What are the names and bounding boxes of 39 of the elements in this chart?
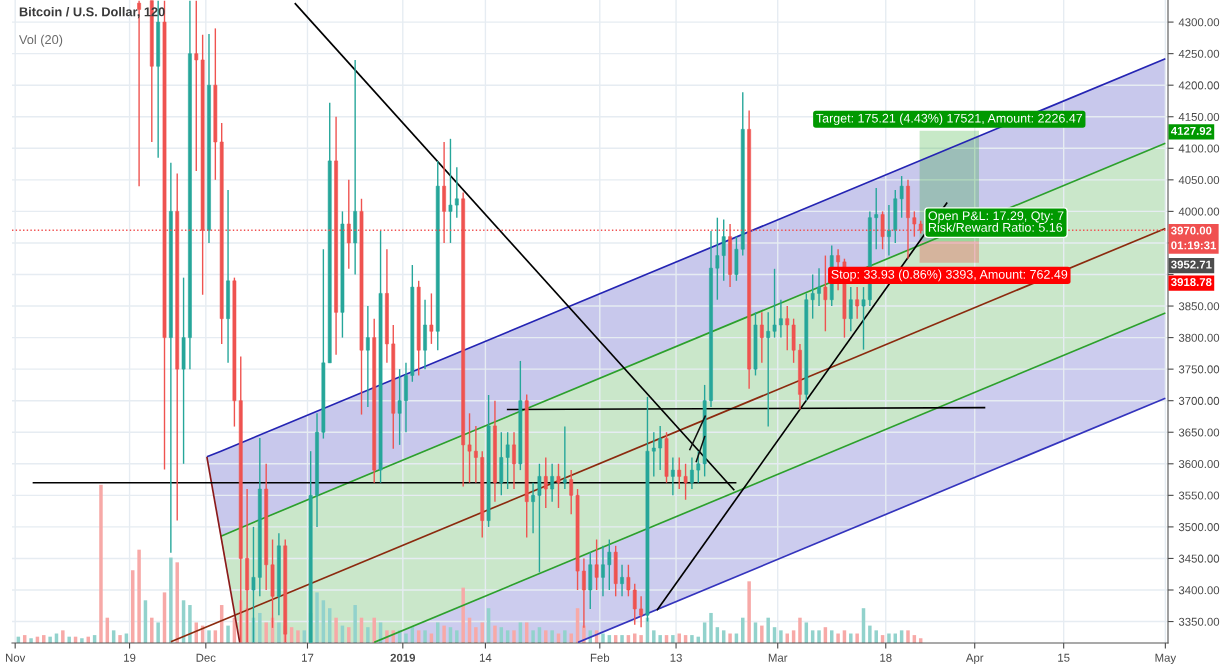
x-tick-label: 13 — [670, 653, 682, 662]
chart-title: Vol (20) — [19, 34, 63, 47]
y-tick-label: 3750.00 — [1178, 365, 1220, 374]
y-tick-label: 4050.00 — [1178, 176, 1220, 185]
x-tick-label: 15 — [1058, 653, 1070, 662]
x-tick-label: Nov — [5, 653, 26, 662]
x-tick-label: Feb — [590, 653, 610, 662]
y-tick-label: 3700.00 — [1178, 396, 1220, 405]
y-tick-label: 4200.00 — [1178, 81, 1220, 90]
x-tick-label: Dec — [196, 653, 216, 662]
data-label: Stop: 33.93 (0.86%) 3393, Amount: 762.49 — [831, 269, 1068, 282]
x-tick-label: May — [1155, 653, 1177, 665]
x-tick-label: 18 — [880, 653, 892, 662]
y-tick-label: 3350.00 — [1178, 617, 1220, 626]
y-tick-label: 3500.00 — [1178, 523, 1220, 532]
y-tick-label: 3400.00 — [1178, 586, 1220, 595]
y-tick-label: 3800.00 — [1178, 333, 1220, 342]
y-tick-label: 4250.00 — [1178, 49, 1220, 58]
y-tick-label: 3450.00 — [1178, 554, 1220, 563]
text: 3952.71 — [1171, 260, 1212, 269]
y-tick-label: 3550.00 — [1178, 491, 1220, 500]
y-tick-label: 4000.00 — [1178, 207, 1220, 216]
y-tick-label: 4300.00 — [1178, 18, 1220, 27]
x-tick-label: Mar — [768, 653, 788, 662]
text: 3918.78 — [1171, 278, 1212, 287]
x-tick-label: 14 — [479, 653, 492, 662]
x-tick-label: 19 — [124, 653, 136, 662]
y-tick-label: 3850.00 — [1178, 302, 1220, 311]
annotation: Open P&L: 17.29, Qty: 7 Risk/Reward Ratio: 5.16 — [928, 211, 1064, 232]
y-tick-label: 4100.00 — [1178, 144, 1220, 153]
y-tick-label: 3600.00 — [1178, 459, 1220, 469]
ref-line-label: 3970.00 01:19:31 — [1171, 226, 1217, 250]
x-tick-label: 17 — [302, 653, 314, 662]
data-label: Target: 175.21 (4.43%) 17521, Amount: 2226.47 — [816, 113, 1083, 126]
text: 4127.92 — [1170, 126, 1212, 135]
x-tick-label: Apr — [965, 653, 984, 665]
y-tick-label: 4150.00 — [1178, 112, 1220, 121]
x-tick-label: 2019 — [390, 653, 416, 662]
y-tick-label: 3650.00 — [1178, 428, 1220, 437]
